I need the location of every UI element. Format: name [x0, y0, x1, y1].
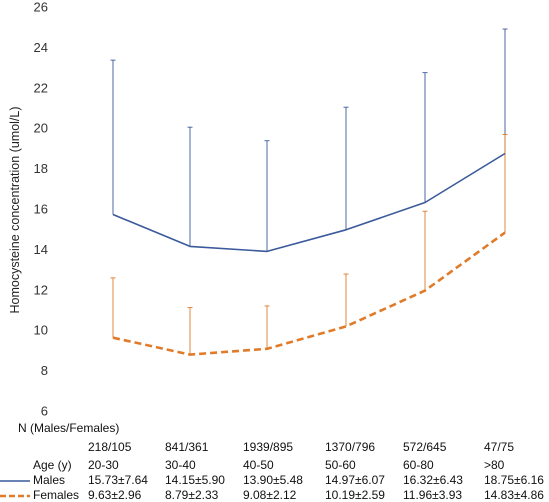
error-bars	[110, 28, 508, 355]
y-tick-label: 10	[34, 323, 48, 338]
males-value-cell: 18.75±6.16	[484, 473, 544, 487]
legend-males-label: Males	[33, 473, 66, 487]
series-line-females	[112, 231, 506, 356]
age-header: Age (y)	[33, 458, 72, 472]
legend-females-label: Females	[33, 488, 80, 502]
males-value-cell: 15.73±7.64	[88, 473, 148, 487]
females-value-cell: 10.19±2.59	[325, 488, 385, 502]
males-value-cell: 14.15±5.90	[165, 473, 225, 487]
y-tick-label: 16	[34, 202, 48, 217]
females-value-cell: 9.08±2.12	[243, 488, 297, 502]
legend-swatches	[0, 480, 30, 498]
age-category-cell: >80	[484, 458, 505, 472]
age-category-cell: 50-60	[325, 458, 356, 472]
age-category-cell: 60-80	[403, 458, 434, 472]
y-axis-ticks: 6 8 10 12 14 16 18 20 22 24 26	[34, 0, 48, 419]
y-tick-label: 8	[41, 363, 48, 378]
series-lines	[112, 152, 506, 356]
y-tick-label: 24	[34, 40, 48, 55]
series-line-males	[112, 152, 506, 253]
males-value-cell: 16.32±6.43	[403, 473, 463, 487]
n-value-cell: 1939/895	[243, 440, 294, 454]
y-tick-label: 12	[34, 282, 48, 297]
n-header: N (Males/Females)	[18, 421, 120, 435]
age-category-cell: 40-50	[243, 458, 274, 472]
y-tick-label: 18	[34, 161, 48, 176]
n-value-cell: 1370/796	[325, 440, 376, 454]
y-tick-label: 22	[34, 80, 48, 95]
n-value-cell: 572/645	[403, 440, 447, 454]
females-value-cell: 9.63±2.96	[88, 488, 142, 502]
females-value-cell: 14.83±4.86	[484, 488, 544, 502]
y-tick-label: 20	[34, 121, 48, 136]
females-value-cell: 8.79±2.33	[165, 488, 219, 502]
females-value-cell: 11.96±3.93	[403, 488, 463, 502]
n-value-cell: 218/105	[88, 440, 132, 454]
n-value-cell: 47/75	[484, 440, 515, 454]
males-value-cell: 14.97±6.07	[325, 473, 385, 487]
y-axis-label: Homocysteine concentration (umol/L)	[8, 106, 22, 313]
age-category-cell: 30-40	[165, 458, 196, 472]
y-tick-label: 26	[34, 0, 48, 15]
age-category-cell: 20-30	[88, 458, 119, 472]
n-value-cell: 841/361	[165, 440, 209, 454]
y-tick-label: 6	[41, 404, 48, 419]
males-value-cell: 13.90±5.48	[243, 473, 303, 487]
y-tick-label: 14	[34, 242, 48, 257]
